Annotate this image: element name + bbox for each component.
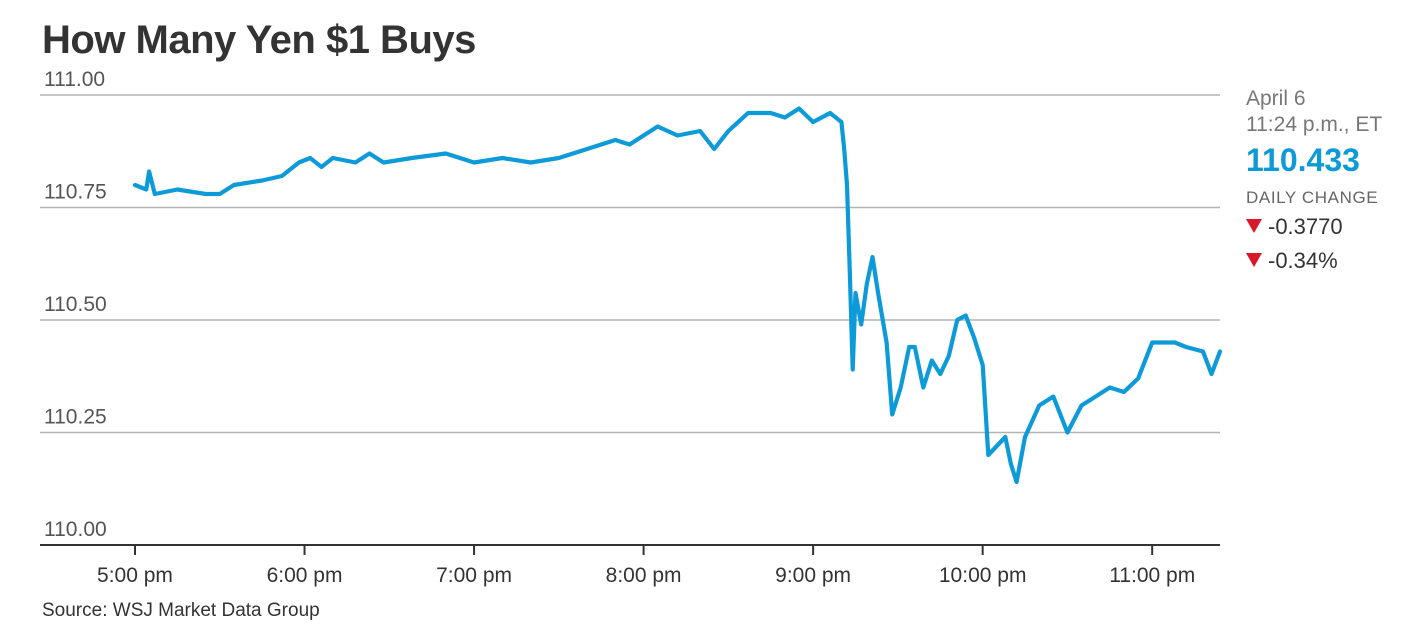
x-tick-label: 5:00 pm [97, 564, 173, 587]
quote-panel: April 6 11:24 p.m., ET 110.433 DAILY CHA… [1246, 86, 1411, 278]
y-tick-label: 110.25 [44, 406, 107, 429]
x-tick-label: 6:00 pm [267, 564, 343, 587]
quote-time: 11:24 p.m., ET [1246, 113, 1383, 136]
y-tick-label: 110.00 [44, 518, 107, 541]
y-tick-label: 110.50 [44, 293, 107, 316]
source-note: Source: WSJ Market Data Group [42, 600, 320, 621]
quote-date: April 6 [1246, 87, 1306, 110]
daily-change-label: DAILY CHANGE [1246, 188, 1379, 207]
change-percent-value: -0.34% [1268, 248, 1338, 273]
x-tick-label: 8:00 pm [606, 564, 682, 587]
chart-title: How Many Yen $1 Buys [42, 18, 476, 62]
change-absolute: -0.3770 [1246, 210, 1411, 244]
x-tick-label: 7:00 pm [436, 564, 512, 587]
down-triangle-icon [1246, 253, 1262, 267]
y-tick-label: 111.00 [44, 68, 105, 91]
usd-jpy-line [132, 106, 1223, 485]
quote-price: 110.433 [1246, 142, 1360, 178]
x-tick-label: 10:00 pm [939, 564, 1027, 587]
change-percent: -0.34% [1246, 244, 1411, 278]
down-triangle-icon [1246, 219, 1262, 233]
x-tick-label: 11:00 pm [1109, 564, 1195, 587]
change-absolute-value: -0.3770 [1268, 214, 1343, 239]
x-tick-label: 9:00 pm [775, 564, 851, 587]
y-tick-label: 110.75 [44, 181, 107, 204]
